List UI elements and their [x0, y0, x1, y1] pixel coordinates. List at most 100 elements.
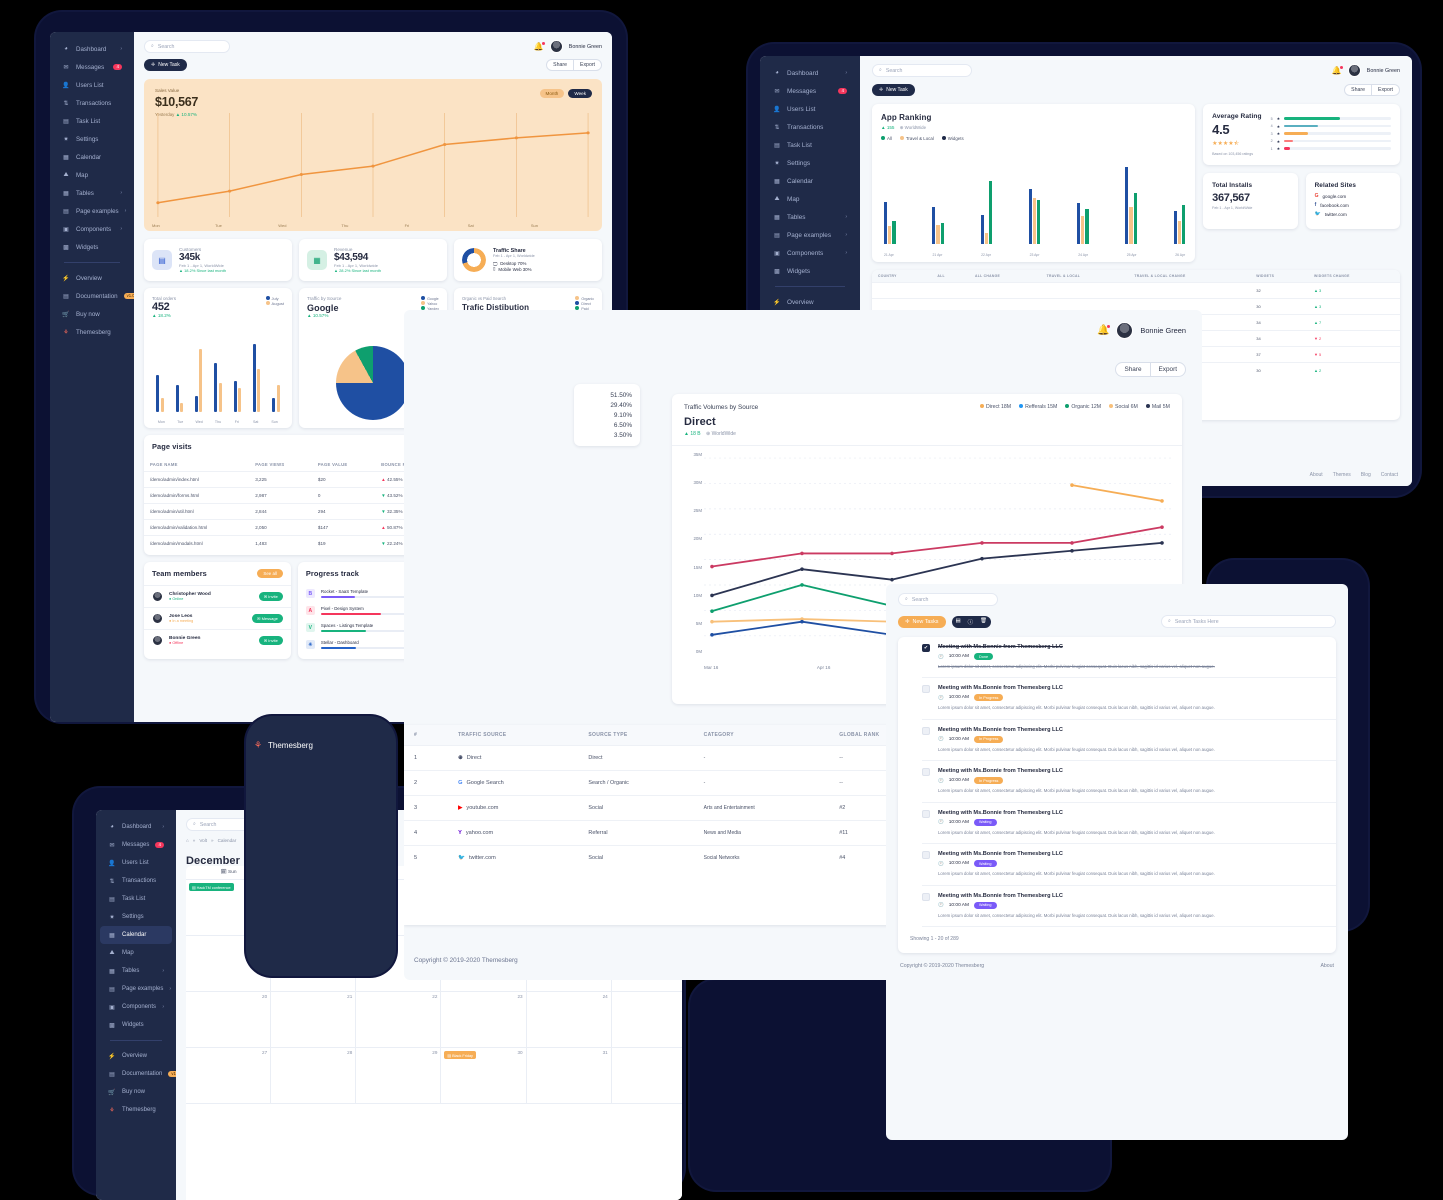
sidebar-item-calendar[interactable]: ▦ Calendar — [54, 148, 130, 166]
calendar-day-cell[interactable]: 21 — [271, 992, 357, 1048]
task-checkbox[interactable] — [922, 809, 930, 818]
share-export-group[interactable]: Share Export — [546, 59, 602, 71]
sidebar-item-transactions[interactable]: ⇅ Transactions — [100, 872, 172, 890]
search-input-tasks[interactable]: ⌕ Search Tasks Here — [1161, 615, 1336, 628]
task-checkbox[interactable] — [922, 768, 930, 777]
table-row[interactable]: 32 ▲ 3 — [872, 282, 1400, 299]
sidebar-item-widgets[interactable]: ▩ Widgets — [765, 262, 855, 280]
sidebar-item-settings[interactable]: ✷ Settings — [765, 154, 855, 172]
calendar-day-cell[interactable]: 22 — [356, 992, 442, 1048]
message-button[interactable]: ✉ Message — [252, 614, 283, 623]
search-input-tasks-top[interactable]: ⌕ Search — [898, 593, 998, 606]
sidebar-item-themesberg[interactable]: ⚘ Themesberg — [100, 1101, 172, 1119]
sidebar-item-transactions[interactable]: ⇅ Transactions — [54, 94, 130, 112]
notifications-bell-icon[interactable]: 🔔 — [1331, 66, 1343, 75]
calendar-day-cell[interactable]: 1 — [611, 1048, 682, 1104]
see-all-button[interactable]: See all — [257, 569, 283, 578]
calendar-event[interactable]: ▤ Black Friday — [444, 1051, 476, 1059]
sidebar-item-settings[interactable]: ✷ Settings — [54, 130, 130, 148]
sidebar-item-tables[interactable]: ▦ Tables › — [100, 962, 172, 980]
footer-contact[interactable]: Contact — [1380, 472, 1398, 478]
task-checkbox[interactable] — [922, 851, 930, 860]
sidebar-item-task-list[interactable]: ▤ Task List — [54, 112, 130, 130]
export-button[interactable]: Export — [1149, 363, 1185, 376]
sidebar-item-transactions[interactable]: ⇅ Transactions — [765, 118, 855, 136]
sidebar-item-overview[interactable]: ⚡ Overview — [100, 1047, 172, 1065]
sidebar-item-components[interactable]: ▣ Components › — [765, 244, 855, 262]
footer-themes[interactable]: Themes — [1332, 472, 1351, 478]
sidebar-item-dashboard[interactable]: ◕ Dashboard › — [100, 818, 172, 836]
toggle-week[interactable]: Week — [568, 89, 592, 98]
sidebar-item-dashboard[interactable]: ◕ Dashboard › — [765, 64, 855, 82]
related-site-row[interactable]: f facebook.com — [1315, 202, 1391, 208]
sidebar-item-overview[interactable]: ⚡ Overview — [765, 293, 855, 311]
search-input-main[interactable]: ⌕ Search — [144, 40, 230, 53]
task-checkbox[interactable] — [922, 726, 930, 735]
share-button[interactable]: Share — [1351, 87, 1365, 93]
sidebar-item-users-list[interactable]: 👤 Users List — [54, 76, 130, 94]
sidebar-item-map[interactable]: ⛰ Map — [54, 166, 130, 184]
sidebar-item-page-examples[interactable]: ▤ Page examples › — [100, 980, 172, 998]
table-row[interactable]: 5 🐦 twitter.com Social Social Networks #4 — [404, 845, 944, 870]
sidebar-item-page-examples[interactable]: ▤ Page examples › — [54, 202, 130, 220]
sidebar-item-page-examples[interactable]: ▤ Page examples › — [765, 226, 855, 244]
table-row[interactable]: /demo/admin/index.html 3,225 $20 ▲ 42.55% — [144, 471, 445, 488]
avatar[interactable] — [549, 40, 563, 53]
footer-links[interactable]: About Themes Blog Contact — [1310, 472, 1398, 478]
calendar-day-cell[interactable]: 31 — [526, 1048, 612, 1104]
calendar-day-cell[interactable]: 30 ▤ Black Friday — [441, 1048, 527, 1104]
sidebar-item-users-list[interactable]: 👤 Users List — [100, 854, 172, 872]
task-toolbar[interactable]: ▤ ⓘ 🗑 — [951, 615, 991, 628]
sidebar-main[interactable]: ◕ Dashboard › ✉ Messages 4 👤 Users List ⇅ Transac… — [50, 32, 138, 722]
sidebar-item-documentation[interactable]: ▤ Documentation v1.0 — [54, 287, 138, 305]
archive-icon[interactable]: ▤ — [955, 617, 961, 624]
sidebar-item-widgets[interactable]: ▩ Widgets — [100, 1016, 172, 1034]
calendar-day-cell[interactable]: 29 — [356, 1048, 442, 1104]
export-button[interactable]: Export — [573, 60, 601, 70]
list-item[interactable]: ✔ Meeting with Ms.Bonnie from Themesberg … — [922, 637, 1336, 679]
avatar[interactable] — [1116, 322, 1134, 339]
sidebar-item-buy-now[interactable]: 🛒 Buy now — [100, 1083, 172, 1101]
share-export-group[interactable]: Share Export — [1115, 362, 1186, 377]
task-checkbox[interactable] — [922, 685, 930, 694]
sidebar-item-themesberg[interactable]: ⚘ Themesberg — [54, 323, 130, 341]
sidebar-item-buy-now[interactable]: 🛒 Buy now — [54, 305, 130, 323]
calendar-day-cell[interactable]: 27 — [186, 1048, 272, 1104]
calendar-day-cell[interactable]: 18 — [611, 936, 682, 992]
list-item[interactable]: Meeting with Ms.Bonnie from Themesberg L… — [922, 678, 1336, 720]
invite-button[interactable]: ✉ Invite — [258, 636, 283, 645]
table-row[interactable]: /demo/admin/modals.html 1,483 $19 ▼ 22.24% — [144, 535, 445, 551]
themesberg-brand[interactable]: ⚘ Themesberg — [254, 739, 313, 750]
task-checkbox[interactable] — [922, 892, 930, 901]
sidebar-item-messages[interactable]: ✉ Messages 4 — [765, 82, 855, 100]
list-item[interactable]: Jose Leos ● In a meeting ✉ Message — [144, 607, 291, 629]
related-site-row[interactable]: 🐦 twitter.com — [1315, 211, 1391, 217]
table-row[interactable]: 1 ⊕ Direct Direct - -- — [404, 745, 944, 771]
table-row[interactable]: /demo/admin/util.html 2,844 294 ▼ 32.35% — [144, 503, 445, 520]
table-row[interactable]: 3 ▶ youtube.com Social Arts and Entertainmen… — [404, 795, 944, 821]
list-item[interactable]: Meeting with Ms.Bonnie from Themesberg L… — [922, 886, 1336, 928]
list-item[interactable]: Bonnie Green ● Offline ✉ Invite — [144, 629, 291, 651]
sidebar-item-users-list[interactable]: 👤 Users List — [765, 100, 855, 118]
sidebar-item-task-list[interactable]: ▤ Task List — [100, 890, 172, 908]
sidebar-item-messages[interactable]: ✉ Messages 4 — [100, 836, 172, 854]
calendar-day-cell[interactable]: 28 — [271, 1048, 357, 1104]
sidebar-item-widgets[interactable]: ▩ Widgets — [54, 238, 130, 256]
new-tasks-button[interactable]: ✛ New Tasks — [898, 615, 946, 628]
table-row[interactable]: 2 G Google Search Search / Organic - -- — [404, 770, 944, 796]
calendar-day-cell[interactable]: 20 — [186, 992, 272, 1048]
list-item[interactable]: Meeting with Ms.Bonnie from Themesberg L… — [922, 844, 1336, 886]
sidebar-calendar[interactable]: ◕ Dashboard › ✉ Messages 4 👤 Users List ⇅ Transac… — [96, 810, 183, 1200]
list-item[interactable]: Christopher Wood ● Online ✉ Invite — [144, 585, 291, 607]
tasks-about-link[interactable]: About — [1320, 963, 1334, 970]
sidebar-item-task-list[interactable]: ▤ Task List — [765, 136, 855, 154]
footer-about[interactable]: About — [1309, 472, 1323, 478]
calendar-day-cell[interactable]: 24 — [526, 992, 612, 1048]
footer-blog[interactable]: Blog — [1360, 472, 1371, 478]
sidebar-item-messages[interactable]: ✉ Messages 4 — [54, 58, 130, 76]
export-button[interactable]: Export — [1371, 85, 1399, 95]
share-button[interactable]: Share — [553, 62, 567, 68]
toggle-month[interactable]: Month — [539, 89, 565, 98]
breadcrumb[interactable]: ⌂» Volt» Calendar — [186, 838, 237, 843]
